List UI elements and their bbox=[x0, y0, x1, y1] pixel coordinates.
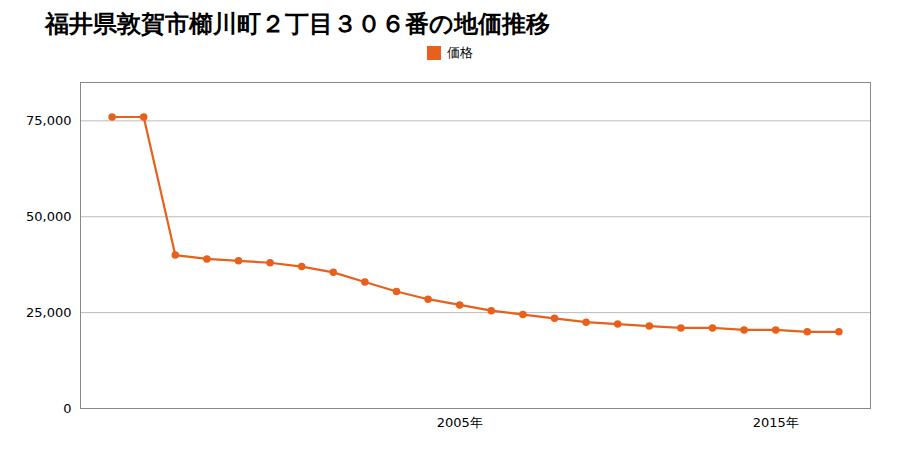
svg-text:2015年: 2015年 bbox=[753, 415, 799, 430]
svg-text:2005年: 2005年 bbox=[437, 415, 483, 430]
html-text:価格: 価格 bbox=[447, 45, 473, 60]
svg-text:50,000: 50,000 bbox=[26, 209, 72, 224]
svg-text:75,000: 75,000 bbox=[26, 113, 72, 128]
svg-text:0: 0 bbox=[63, 401, 71, 416]
svg-text:25,000: 25,000 bbox=[26, 305, 72, 320]
html-text:福井県敦賀市櫛川町２丁目３０６番の地価推移: 福井県敦賀市櫛川町２丁目３０６番の地価推移 bbox=[45, 10, 550, 38]
